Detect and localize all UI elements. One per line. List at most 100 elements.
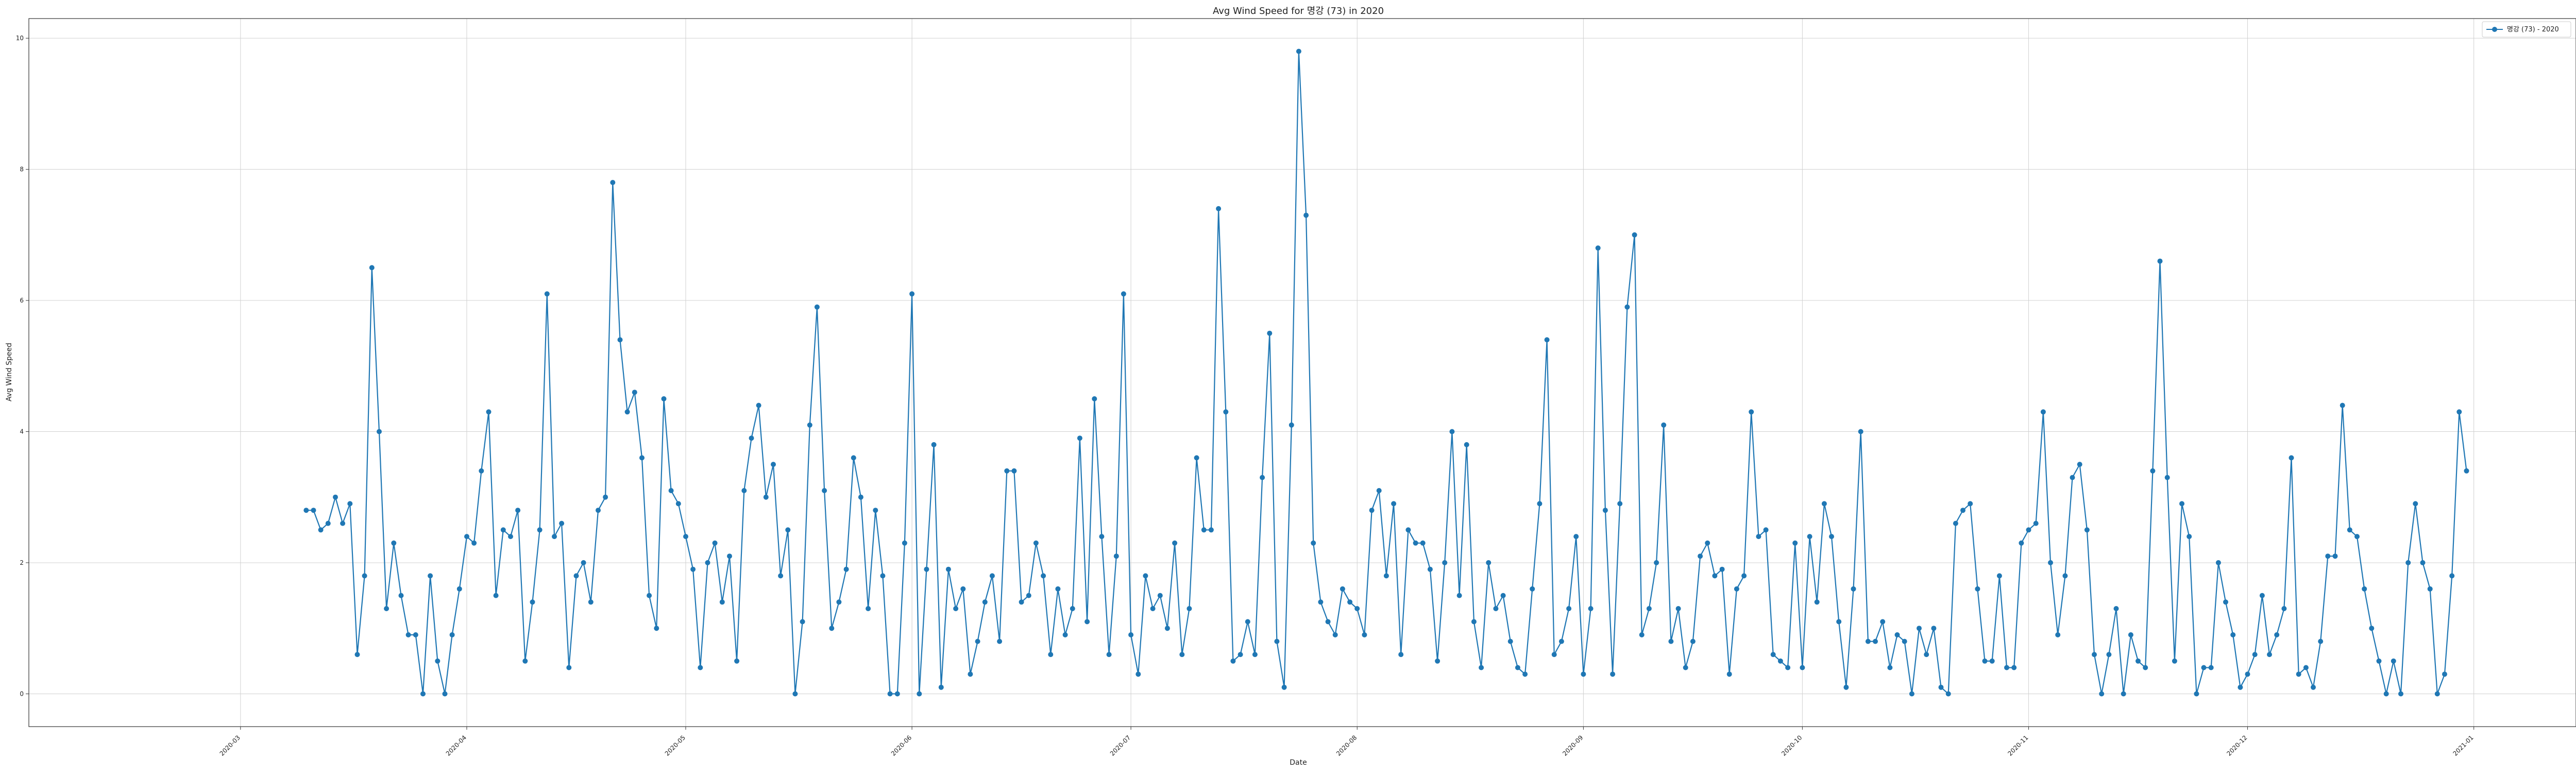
data-point xyxy=(873,508,878,513)
data-point xyxy=(1777,658,1783,664)
data-point xyxy=(982,599,988,605)
data-point xyxy=(573,573,579,579)
data-point xyxy=(975,638,980,644)
data-point xyxy=(1617,501,1623,507)
data-point xyxy=(1851,586,1856,592)
data-point xyxy=(2143,665,2148,670)
data-point xyxy=(1041,573,1046,579)
data-point xyxy=(1413,540,1418,546)
data-point xyxy=(2194,691,2199,697)
data-point xyxy=(1136,671,1141,677)
x-axis-title: Date xyxy=(1290,759,1307,767)
data-point xyxy=(1705,540,1710,546)
data-point xyxy=(675,501,681,507)
data-point xyxy=(1354,606,1360,611)
data-point xyxy=(2106,652,2112,658)
data-point xyxy=(741,488,747,493)
data-point xyxy=(1456,593,1462,598)
data-point xyxy=(632,390,637,395)
data-point xyxy=(1398,652,1404,658)
data-point xyxy=(1150,606,1156,611)
data-point xyxy=(749,435,754,441)
data-point xyxy=(559,520,565,526)
data-point xyxy=(1675,606,1681,611)
data-point xyxy=(1260,475,1265,480)
data-point xyxy=(515,508,521,513)
data-point xyxy=(851,455,856,461)
data-point xyxy=(1749,409,1754,415)
data-point xyxy=(1989,658,1995,664)
data-point xyxy=(1924,652,1929,658)
y-tick-label: 10 xyxy=(16,35,24,42)
data-point xyxy=(1902,638,1907,644)
data-point xyxy=(1712,573,1718,579)
data-point xyxy=(610,180,616,186)
data-point xyxy=(377,429,382,434)
data-point xyxy=(1493,606,1499,611)
data-point xyxy=(1632,232,1637,238)
data-point xyxy=(1968,501,1973,507)
data-point xyxy=(325,520,331,526)
data-point xyxy=(1661,422,1667,428)
data-point xyxy=(1530,586,1535,592)
data-point xyxy=(442,691,448,697)
data-point xyxy=(2150,468,2156,474)
data-point xyxy=(2208,665,2214,670)
chart-title: Avg Wind Speed for 명강 (73) in 2020 xyxy=(1213,6,1384,16)
data-point xyxy=(391,540,397,546)
data-point xyxy=(530,599,535,605)
data-point xyxy=(1836,619,1842,625)
data-point xyxy=(303,508,309,513)
data-point xyxy=(1829,534,1834,540)
data-point xyxy=(1800,665,1805,670)
data-point xyxy=(1785,665,1791,670)
data-point xyxy=(1698,553,1703,559)
data-point xyxy=(858,494,863,500)
data-point xyxy=(1938,684,1944,690)
data-point xyxy=(1143,573,1148,579)
data-point xyxy=(552,534,557,540)
data-point xyxy=(347,501,353,507)
data-point xyxy=(1602,508,1608,513)
data-point xyxy=(1814,599,1820,605)
data-point xyxy=(1369,508,1375,513)
data-point xyxy=(398,593,404,598)
data-point xyxy=(2055,632,2061,637)
data-point xyxy=(1296,48,1301,54)
data-point xyxy=(938,684,944,690)
data-point xyxy=(866,606,871,611)
data-point xyxy=(1238,652,1243,658)
data-point xyxy=(2113,606,2119,611)
data-point xyxy=(1770,652,1776,658)
data-point xyxy=(2238,684,2243,690)
data-point xyxy=(2179,501,2184,507)
data-point xyxy=(2062,573,2068,579)
data-point xyxy=(698,665,703,670)
data-point xyxy=(1726,671,1732,677)
data-point xyxy=(2252,652,2258,658)
data-point xyxy=(712,540,718,546)
data-point xyxy=(420,691,426,697)
data-point xyxy=(822,488,827,493)
data-point xyxy=(1267,330,1273,336)
data-point xyxy=(2121,691,2126,697)
data-point xyxy=(668,488,674,493)
data-point xyxy=(624,409,630,415)
data-point xyxy=(1019,599,1024,605)
data-point xyxy=(333,494,338,500)
data-point xyxy=(2099,691,2105,697)
data-point xyxy=(1245,619,1250,625)
data-point xyxy=(2376,658,2382,664)
data-point xyxy=(1187,606,1192,611)
data-point xyxy=(2223,599,2228,605)
data-point xyxy=(909,291,915,297)
data-point xyxy=(814,304,820,310)
data-point xyxy=(1011,468,1017,474)
y-tick-label: 2 xyxy=(20,559,24,566)
data-point xyxy=(1208,527,1214,533)
data-point xyxy=(1420,540,1426,546)
data-point xyxy=(997,638,1003,644)
data-point xyxy=(1442,560,1448,565)
data-point xyxy=(544,291,550,297)
